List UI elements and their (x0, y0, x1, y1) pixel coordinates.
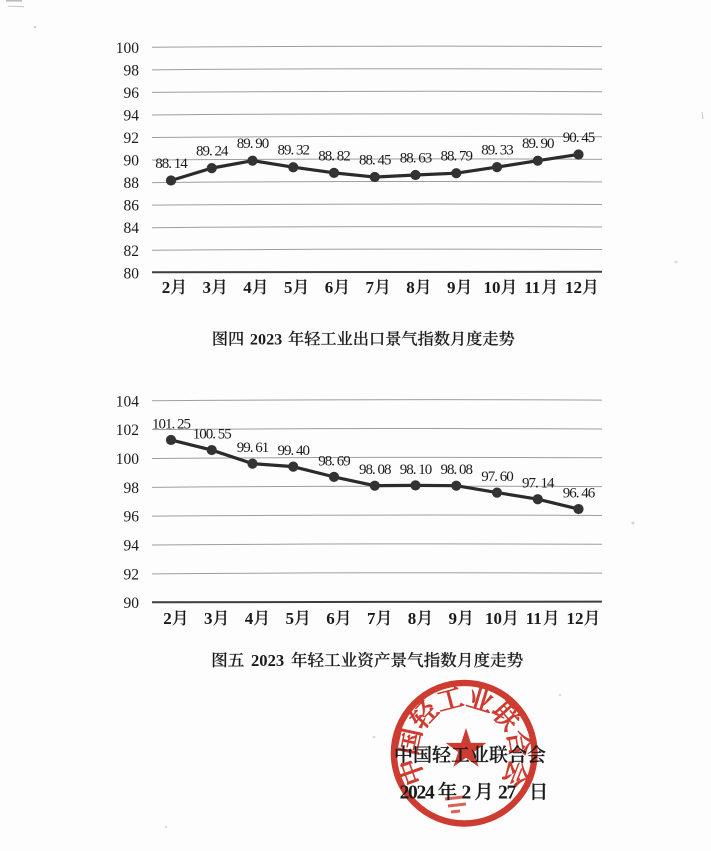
svg-text:104: 104 (116, 393, 140, 410)
svg-text:12: 12 (565, 278, 582, 297)
svg-text:84: 84 (124, 220, 140, 237)
svg-text:98. 08: 98. 08 (441, 462, 473, 478)
svg-text:2023: 2023 (251, 651, 284, 670)
svg-text:80: 80 (124, 265, 140, 282)
svg-text:82: 82 (124, 243, 140, 260)
svg-text:89. 33: 89. 33 (481, 143, 513, 159)
svg-text:10: 10 (484, 278, 501, 297)
svg-text:8: 8 (408, 609, 417, 628)
svg-text:9: 9 (447, 278, 456, 297)
svg-text:11: 11 (524, 278, 540, 297)
svg-text:90: 90 (124, 595, 140, 612)
svg-text:100. 55: 100. 55 (193, 427, 232, 443)
svg-text:88. 82: 88. 82 (318, 148, 350, 164)
svg-text:98: 98 (124, 62, 140, 79)
svg-text:7: 7 (367, 609, 376, 628)
svg-text:10: 10 (485, 609, 502, 628)
svg-text:96. 46: 96. 46 (563, 486, 596, 502)
svg-text:5: 5 (286, 609, 295, 628)
svg-text:12: 12 (567, 609, 584, 628)
svg-text:4: 4 (243, 278, 252, 297)
svg-text:100: 100 (116, 451, 140, 468)
svg-text:92: 92 (124, 130, 140, 147)
svg-text:2024: 2024 (400, 783, 435, 804)
svg-text:2: 2 (163, 609, 172, 628)
svg-text:7: 7 (366, 278, 375, 297)
svg-text:88. 63: 88. 63 (400, 151, 432, 167)
svg-text:99. 40: 99. 40 (278, 443, 310, 459)
svg-text:27: 27 (498, 783, 516, 804)
svg-text:86: 86 (124, 198, 140, 215)
svg-text:6: 6 (325, 278, 334, 297)
svg-text:90. 45: 90. 45 (563, 130, 595, 146)
svg-text:88. 45: 88. 45 (359, 153, 391, 169)
svg-text:11: 11 (526, 609, 542, 628)
svg-text:89. 90: 89. 90 (522, 136, 554, 152)
svg-text:6: 6 (326, 609, 335, 628)
svg-text:2023: 2023 (250, 331, 282, 349)
svg-text:8: 8 (406, 278, 415, 297)
svg-text:3: 3 (204, 609, 213, 628)
svg-text:102: 102 (116, 422, 139, 439)
svg-text:94: 94 (124, 107, 140, 124)
svg-text:98. 69: 98. 69 (318, 453, 350, 469)
svg-text:2: 2 (461, 783, 470, 804)
svg-text:94: 94 (124, 538, 140, 555)
svg-text:4: 4 (245, 609, 254, 628)
svg-text:101. 25: 101. 25 (152, 416, 191, 432)
svg-text:100: 100 (116, 40, 140, 57)
svg-text:9: 9 (449, 609, 458, 628)
svg-text:89. 90: 89. 90 (237, 136, 269, 152)
svg-text:96: 96 (124, 85, 140, 102)
svg-text:98. 08: 98. 08 (359, 462, 391, 478)
svg-text:88. 14: 88. 14 (155, 156, 188, 172)
svg-text:88. 79: 88. 79 (441, 149, 473, 165)
svg-text:98. 10: 98. 10 (400, 462, 432, 478)
svg-text:99. 61: 99. 61 (237, 440, 269, 456)
svg-text:5: 5 (284, 278, 293, 297)
svg-text:3: 3 (203, 278, 212, 297)
svg-text:96: 96 (124, 509, 140, 526)
svg-text:90: 90 (124, 153, 140, 170)
svg-text:97. 14: 97. 14 (522, 476, 555, 492)
svg-text:89. 24: 89. 24 (196, 144, 229, 160)
svg-text:2: 2 (162, 278, 171, 297)
svg-text:92: 92 (124, 566, 140, 583)
svg-text:89. 32: 89. 32 (278, 143, 310, 159)
svg-text:97. 60: 97. 60 (481, 469, 513, 485)
svg-text:98: 98 (124, 480, 140, 497)
svg-text:88: 88 (124, 175, 140, 192)
